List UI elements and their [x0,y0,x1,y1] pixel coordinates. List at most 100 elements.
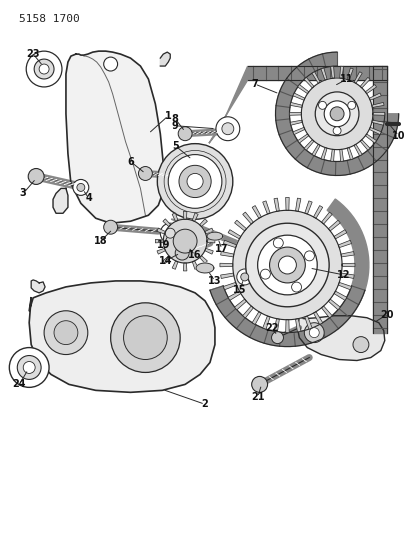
Polygon shape [353,144,361,156]
Polygon shape [183,263,187,271]
Text: 22: 22 [264,322,278,333]
Polygon shape [297,316,384,360]
Polygon shape [199,219,207,227]
Polygon shape [160,52,170,66]
Text: 20: 20 [379,310,393,320]
Polygon shape [295,319,300,332]
Circle shape [28,168,44,184]
Polygon shape [321,212,331,224]
Polygon shape [340,252,353,257]
Circle shape [318,101,326,109]
Text: 23: 23 [26,49,40,59]
Circle shape [173,229,197,253]
Text: 4: 4 [85,193,92,204]
Circle shape [304,251,314,261]
Circle shape [236,269,252,285]
Circle shape [73,180,89,196]
Circle shape [54,321,78,345]
Text: 7: 7 [251,79,257,89]
Circle shape [123,316,167,360]
Polygon shape [234,220,246,231]
Circle shape [251,376,267,392]
Polygon shape [304,316,311,329]
Polygon shape [192,261,198,269]
Circle shape [160,223,180,243]
Circle shape [26,51,62,87]
Polygon shape [275,52,398,175]
Text: 21: 21 [250,392,264,402]
Text: 16: 16 [188,250,201,260]
Circle shape [216,117,239,141]
Polygon shape [171,219,247,245]
Circle shape [278,256,296,274]
Circle shape [333,127,340,135]
Polygon shape [234,299,246,310]
Circle shape [352,337,368,352]
Polygon shape [262,316,270,329]
Polygon shape [364,134,375,143]
Circle shape [187,173,202,190]
Text: 2: 2 [201,399,208,409]
Text: 15: 15 [232,285,246,295]
Polygon shape [339,66,343,78]
Polygon shape [320,148,326,160]
Polygon shape [304,201,311,214]
Polygon shape [207,232,222,240]
Polygon shape [330,66,334,78]
Polygon shape [320,68,326,80]
Circle shape [175,246,189,260]
Circle shape [273,238,283,248]
Circle shape [257,235,317,295]
Circle shape [347,101,355,109]
Circle shape [165,228,175,238]
Circle shape [269,247,305,283]
Circle shape [34,59,54,79]
Polygon shape [337,282,351,290]
Polygon shape [328,220,339,231]
Polygon shape [333,230,346,239]
Polygon shape [328,299,339,310]
Polygon shape [242,306,253,318]
Polygon shape [31,280,45,293]
Polygon shape [223,282,236,290]
Polygon shape [227,291,240,301]
Polygon shape [337,240,351,248]
Polygon shape [242,212,253,224]
Text: 6: 6 [127,157,134,166]
Polygon shape [162,256,170,263]
Circle shape [17,356,41,379]
Circle shape [245,223,328,307]
Circle shape [271,332,283,344]
Polygon shape [220,273,234,279]
Polygon shape [372,112,384,115]
Text: 19: 19 [156,240,170,250]
Circle shape [103,57,117,71]
Polygon shape [172,261,178,269]
Polygon shape [301,78,372,150]
Polygon shape [346,68,353,80]
Circle shape [240,273,248,281]
Circle shape [23,361,35,374]
Polygon shape [371,120,383,125]
Polygon shape [157,248,165,254]
Text: 10: 10 [391,131,405,141]
Polygon shape [330,149,334,161]
Polygon shape [219,263,232,267]
Circle shape [76,183,85,191]
Circle shape [324,101,349,127]
Polygon shape [207,239,214,243]
Polygon shape [369,93,380,100]
Polygon shape [297,134,308,143]
Polygon shape [192,213,198,221]
Text: 12: 12 [337,270,350,280]
Text: 14: 14 [158,256,172,266]
Polygon shape [232,211,341,320]
Polygon shape [163,219,207,263]
Polygon shape [346,148,353,160]
Polygon shape [273,198,279,212]
Polygon shape [204,228,213,234]
Polygon shape [359,77,369,88]
Polygon shape [285,197,288,211]
Polygon shape [155,239,163,243]
Circle shape [9,348,49,387]
